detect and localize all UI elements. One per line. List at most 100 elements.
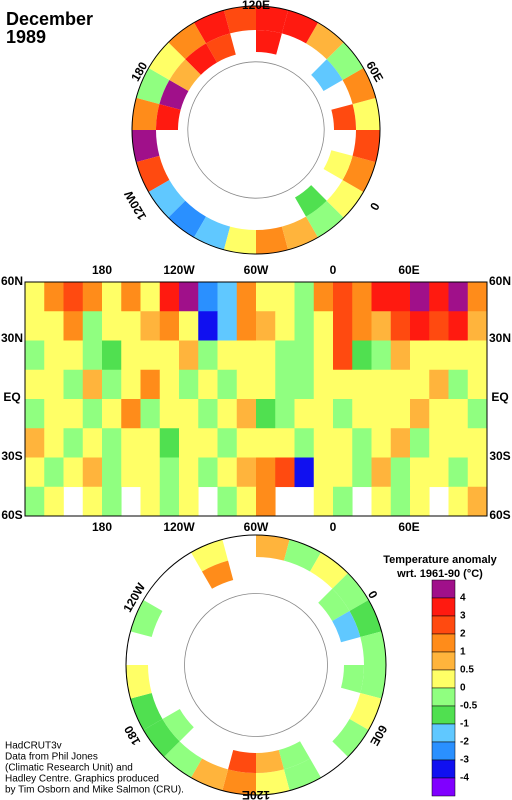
anomaly-cell <box>217 486 238 517</box>
anomaly-cell <box>352 399 372 429</box>
legend-swatch <box>431 633 456 653</box>
anomaly-cell <box>156 104 181 130</box>
anomaly-cell <box>256 769 290 795</box>
anomaly-cell <box>326 180 364 218</box>
anomaly-cell <box>256 369 276 400</box>
lat-label: EQ <box>491 390 508 404</box>
anomaly-cell <box>390 399 411 429</box>
anomaly-cell <box>333 457 353 488</box>
legend-swatch <box>431 723 456 743</box>
title-year: 1989 <box>6 27 46 47</box>
anomaly-cell <box>102 340 122 371</box>
legend-title: Temperature anomaly <box>383 554 497 566</box>
anomaly-cell <box>162 709 194 742</box>
lon-label: 0 <box>367 200 383 213</box>
anomaly-cell <box>342 155 376 192</box>
lon-label: 0 <box>330 520 337 534</box>
anomaly-cell <box>169 59 201 91</box>
anomaly-cell <box>63 428 84 458</box>
anomaly-cell <box>159 311 180 341</box>
anomaly-cell <box>283 758 321 791</box>
anomaly-cell <box>159 428 180 458</box>
anomaly-cell <box>371 486 392 517</box>
anomaly-cell <box>63 399 84 429</box>
anomaly-cell <box>121 340 141 371</box>
lat-label: EQ <box>3 390 20 404</box>
anomaly-cell <box>198 369 218 400</box>
legend-level: 0.5 <box>460 665 474 676</box>
anomaly-cell <box>371 428 392 458</box>
legend-level: 0 <box>460 683 466 694</box>
anomaly-cell <box>390 311 411 341</box>
anomaly-cell <box>140 428 161 458</box>
anomaly-cell <box>191 758 229 791</box>
anomaly-cell <box>148 42 186 80</box>
anomaly-cell <box>217 311 238 341</box>
anomaly-cell <box>82 399 103 429</box>
anomaly-cell <box>371 457 392 488</box>
anomaly-cell <box>256 486 276 517</box>
anomaly-cell <box>313 399 334 429</box>
anomaly-cell <box>275 369 295 400</box>
anomaly-cell <box>179 428 199 458</box>
anomaly-cell <box>256 399 276 429</box>
anomaly-cell <box>179 369 199 400</box>
anomaly-cell <box>82 311 103 341</box>
anomaly-cell <box>323 150 353 180</box>
anomaly-cell <box>179 311 199 341</box>
anomaly-cell <box>352 130 380 163</box>
anomaly-cell <box>25 399 45 429</box>
anomaly-cell <box>410 457 430 488</box>
lon-label: 60W <box>244 263 269 277</box>
anomaly-cell <box>217 399 238 429</box>
anomaly-cell <box>256 457 276 488</box>
anomaly-cell <box>102 369 122 400</box>
anomaly-cell <box>159 457 180 488</box>
legend-level: 3 <box>460 611 466 622</box>
anomaly-cell <box>429 399 449 429</box>
anomaly-cell <box>179 399 199 429</box>
anomaly-cell <box>390 282 411 312</box>
anomaly-cell <box>278 741 310 770</box>
anomaly-cell <box>410 486 430 517</box>
anomaly-cell <box>148 180 186 218</box>
anomaly-cell <box>102 457 122 488</box>
anomaly-cell <box>410 311 430 341</box>
anomaly-cell <box>429 369 449 400</box>
anomaly-cell <box>140 399 161 429</box>
anomaly-cell <box>185 43 217 75</box>
anomaly-cell <box>467 282 488 312</box>
legend-level: 1 <box>460 647 466 658</box>
anomaly-cell <box>352 457 372 488</box>
credit-line: HadCRUT3v <box>5 741 62 752</box>
anomaly-cell <box>313 457 334 488</box>
anomaly-cell <box>228 750 256 773</box>
anomaly-cell <box>467 428 488 458</box>
anomaly-cell <box>236 282 257 312</box>
anomaly-cell <box>194 10 231 44</box>
anomaly-cell <box>318 588 350 621</box>
anomaly-cell <box>63 369 84 400</box>
anomaly-cell <box>102 311 122 341</box>
anomaly-cell <box>333 282 353 312</box>
anomaly-cell <box>179 486 199 517</box>
anomaly-cell <box>333 311 353 341</box>
anomaly-cell <box>448 457 469 488</box>
anomaly-cell <box>143 719 180 757</box>
anomaly-cell <box>217 428 238 458</box>
anomaly-cell <box>82 369 103 400</box>
anomaly-cell <box>275 311 295 341</box>
anomaly-cell <box>44 282 64 312</box>
anomaly-cell <box>136 68 170 105</box>
lat-label: 30S <box>1 449 22 463</box>
legend-swatch <box>431 669 456 689</box>
anomaly-cell <box>333 486 353 517</box>
anomaly-cell <box>159 340 180 371</box>
anomaly-cell <box>448 428 469 458</box>
anomaly-cell <box>294 340 315 371</box>
anomaly-cell <box>333 428 353 458</box>
anomaly-cell <box>352 369 372 400</box>
anomaly-cell <box>311 59 343 91</box>
anomaly-cell <box>313 282 334 312</box>
anomaly-cell <box>168 22 206 60</box>
